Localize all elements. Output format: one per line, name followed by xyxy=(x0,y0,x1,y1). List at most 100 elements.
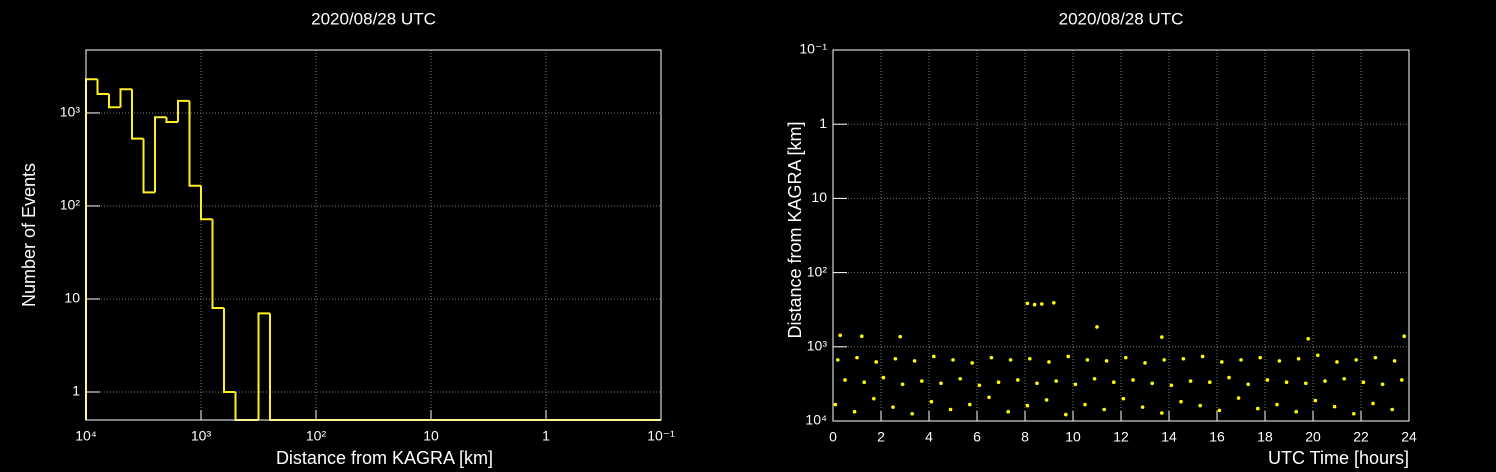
scatter-point xyxy=(1035,381,1039,386)
scatter-point xyxy=(1265,378,1270,382)
scatter-point xyxy=(1028,356,1032,361)
scatter-point xyxy=(1112,380,1116,385)
plot-frame xyxy=(832,49,1410,422)
histogram-bin xyxy=(85,78,98,420)
scatter-point xyxy=(1392,359,1397,363)
scatter-point xyxy=(1220,360,1224,364)
x-tick-label: 10² xyxy=(306,428,327,444)
scatter-point xyxy=(912,359,917,363)
scatter-point xyxy=(1032,302,1037,307)
scatter-point xyxy=(1150,381,1154,386)
scatter-point xyxy=(1316,353,1320,358)
scatter-point xyxy=(852,409,857,414)
scatter-point xyxy=(939,381,943,386)
histogram-bin xyxy=(153,116,167,193)
x-tick-label: 4 xyxy=(925,429,933,445)
x-tick-label: 24 xyxy=(1401,429,1417,445)
scatter-point xyxy=(996,380,1001,385)
scatter-point xyxy=(1323,379,1327,383)
x-tick-label: 12 xyxy=(1113,429,1129,445)
histogram-bin xyxy=(188,100,201,187)
scatter-point xyxy=(1354,358,1358,362)
scatter-point xyxy=(1332,404,1337,409)
scatter-point xyxy=(900,382,905,387)
scatter-point xyxy=(898,334,902,339)
scatter-point xyxy=(1256,406,1260,411)
scatter-point xyxy=(1313,398,1318,403)
scatter-point xyxy=(1025,301,1030,306)
y-tick-label: 10³ xyxy=(60,104,81,120)
scatter-point xyxy=(1064,412,1068,417)
scatter-point xyxy=(1239,358,1243,362)
scatter-point xyxy=(1092,377,1097,381)
histogram-bin xyxy=(234,391,248,421)
scatter-point xyxy=(1073,382,1078,387)
scatter-point xyxy=(1025,403,1030,408)
histogram-bin xyxy=(211,219,224,309)
scatter-point xyxy=(893,356,898,361)
scatter-point xyxy=(987,395,991,400)
y-tick-label: 10³ xyxy=(807,338,828,354)
scatter-point xyxy=(1373,355,1378,360)
x-tick-label: 10 xyxy=(1065,429,1081,445)
histogram-bin xyxy=(176,99,190,122)
scatter-point xyxy=(1275,402,1279,407)
scatter-point xyxy=(1124,355,1128,360)
y-axis-title: Distance from KAGRA [km] xyxy=(785,121,805,338)
x-tick-label: 14 xyxy=(1161,429,1177,445)
scatter-point xyxy=(951,358,955,362)
histogram-bin xyxy=(96,79,109,95)
scatter-point xyxy=(1047,360,1051,364)
scatter-point xyxy=(929,399,934,404)
scatter-point xyxy=(1294,409,1298,414)
scatter-point xyxy=(843,378,847,382)
y-tick-label: 10⁴ xyxy=(805,412,827,428)
scatter-point xyxy=(1083,402,1087,407)
x-tick-label: 2 xyxy=(877,429,885,445)
y-tick-label: 10² xyxy=(807,263,828,279)
scatter-point xyxy=(1095,325,1099,329)
x-tick-label: 6 xyxy=(973,429,981,445)
scatter-point xyxy=(1052,300,1056,305)
scatter-point xyxy=(1121,396,1126,401)
histogram-bin xyxy=(165,117,178,123)
scatter-point xyxy=(1380,382,1385,387)
scatter-point xyxy=(1162,358,1166,362)
scatter-point xyxy=(1102,407,1106,412)
x-tick-label: 10³ xyxy=(191,428,212,444)
histogram-bin xyxy=(257,312,270,420)
scatter-point xyxy=(1200,354,1205,359)
x-tick-label: 16 xyxy=(1209,429,1225,445)
x-tick-label: 0 xyxy=(829,429,837,445)
scatter-point xyxy=(838,333,842,338)
histogram-bin xyxy=(142,138,155,194)
scatter-point xyxy=(860,334,864,339)
x-tick-label: 10⁴ xyxy=(75,428,97,444)
scatter-point xyxy=(1188,379,1193,383)
x-tick-label: 20 xyxy=(1305,429,1321,445)
x-axis-title: UTC Time [hours] xyxy=(1268,448,1409,468)
x-tick-label: 22 xyxy=(1353,429,1369,445)
chart-title: 2020/08/28 UTC xyxy=(311,9,436,28)
chart-title: 2020/08/28 UTC xyxy=(1059,9,1184,28)
y-tick-label: 10 xyxy=(811,189,827,205)
scatter-point xyxy=(977,383,982,388)
scatter-point xyxy=(1352,412,1356,416)
y-tick-label: 10 xyxy=(64,290,80,306)
scatter-point xyxy=(1104,359,1109,363)
scatter-point xyxy=(833,402,838,407)
scatter-point xyxy=(1306,336,1310,341)
scatter-point xyxy=(1054,379,1058,383)
scatter-point xyxy=(872,396,876,401)
scatter-point xyxy=(891,405,895,409)
x-tick-label: 10⁻¹ xyxy=(647,428,675,444)
plot-frame xyxy=(85,49,662,421)
scatter-point xyxy=(836,358,840,362)
scatter-point xyxy=(1140,405,1145,409)
histogram-bin xyxy=(131,89,144,140)
scatter-point xyxy=(1160,335,1164,339)
scatter-point xyxy=(1246,382,1250,387)
scatter-point xyxy=(1402,334,1406,339)
scatter-point xyxy=(1390,407,1394,412)
